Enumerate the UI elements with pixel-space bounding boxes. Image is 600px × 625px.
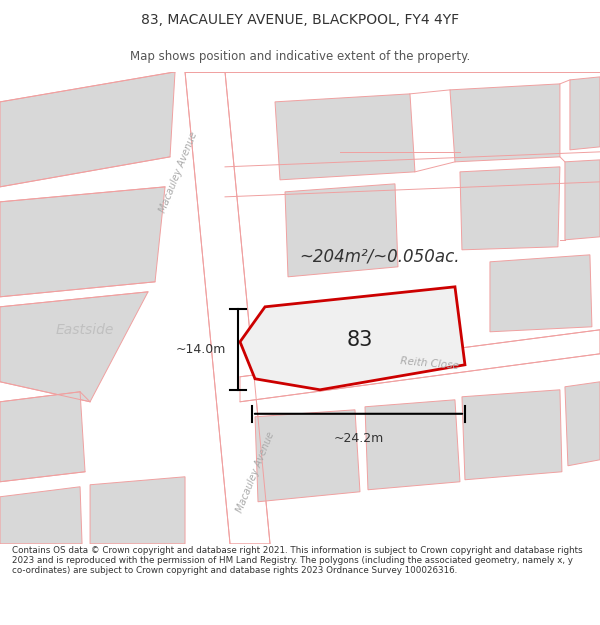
Polygon shape xyxy=(0,292,148,402)
Polygon shape xyxy=(255,410,360,502)
Polygon shape xyxy=(240,287,465,390)
Text: 83: 83 xyxy=(347,330,373,350)
Polygon shape xyxy=(0,487,82,544)
Text: Macauley Avenue: Macauley Avenue xyxy=(234,430,276,514)
Polygon shape xyxy=(275,94,415,180)
Polygon shape xyxy=(565,382,600,466)
Text: Contains OS data © Crown copyright and database right 2021. This information is : Contains OS data © Crown copyright and d… xyxy=(12,546,583,576)
Polygon shape xyxy=(0,392,85,482)
Text: ~14.0m: ~14.0m xyxy=(176,342,226,356)
Polygon shape xyxy=(285,184,398,277)
Polygon shape xyxy=(490,255,592,332)
Polygon shape xyxy=(185,72,270,544)
Polygon shape xyxy=(240,330,600,402)
Text: Macauley Avenue: Macauley Avenue xyxy=(157,130,199,214)
Polygon shape xyxy=(460,167,560,250)
Text: Reith Close: Reith Close xyxy=(400,356,460,371)
Text: ~24.2m: ~24.2m xyxy=(334,432,383,445)
Polygon shape xyxy=(462,390,562,480)
Text: Eastside: Eastside xyxy=(56,322,114,337)
Polygon shape xyxy=(90,477,185,544)
Polygon shape xyxy=(0,72,175,187)
Text: ~204m²/~0.050ac.: ~204m²/~0.050ac. xyxy=(300,248,460,266)
Polygon shape xyxy=(450,84,560,162)
Polygon shape xyxy=(365,400,460,490)
Polygon shape xyxy=(565,160,600,240)
Polygon shape xyxy=(570,77,600,150)
Polygon shape xyxy=(0,187,165,297)
Text: Map shows position and indicative extent of the property.: Map shows position and indicative extent… xyxy=(130,49,470,62)
Text: 83, MACAULEY AVENUE, BLACKPOOL, FY4 4YF: 83, MACAULEY AVENUE, BLACKPOOL, FY4 4YF xyxy=(141,13,459,27)
